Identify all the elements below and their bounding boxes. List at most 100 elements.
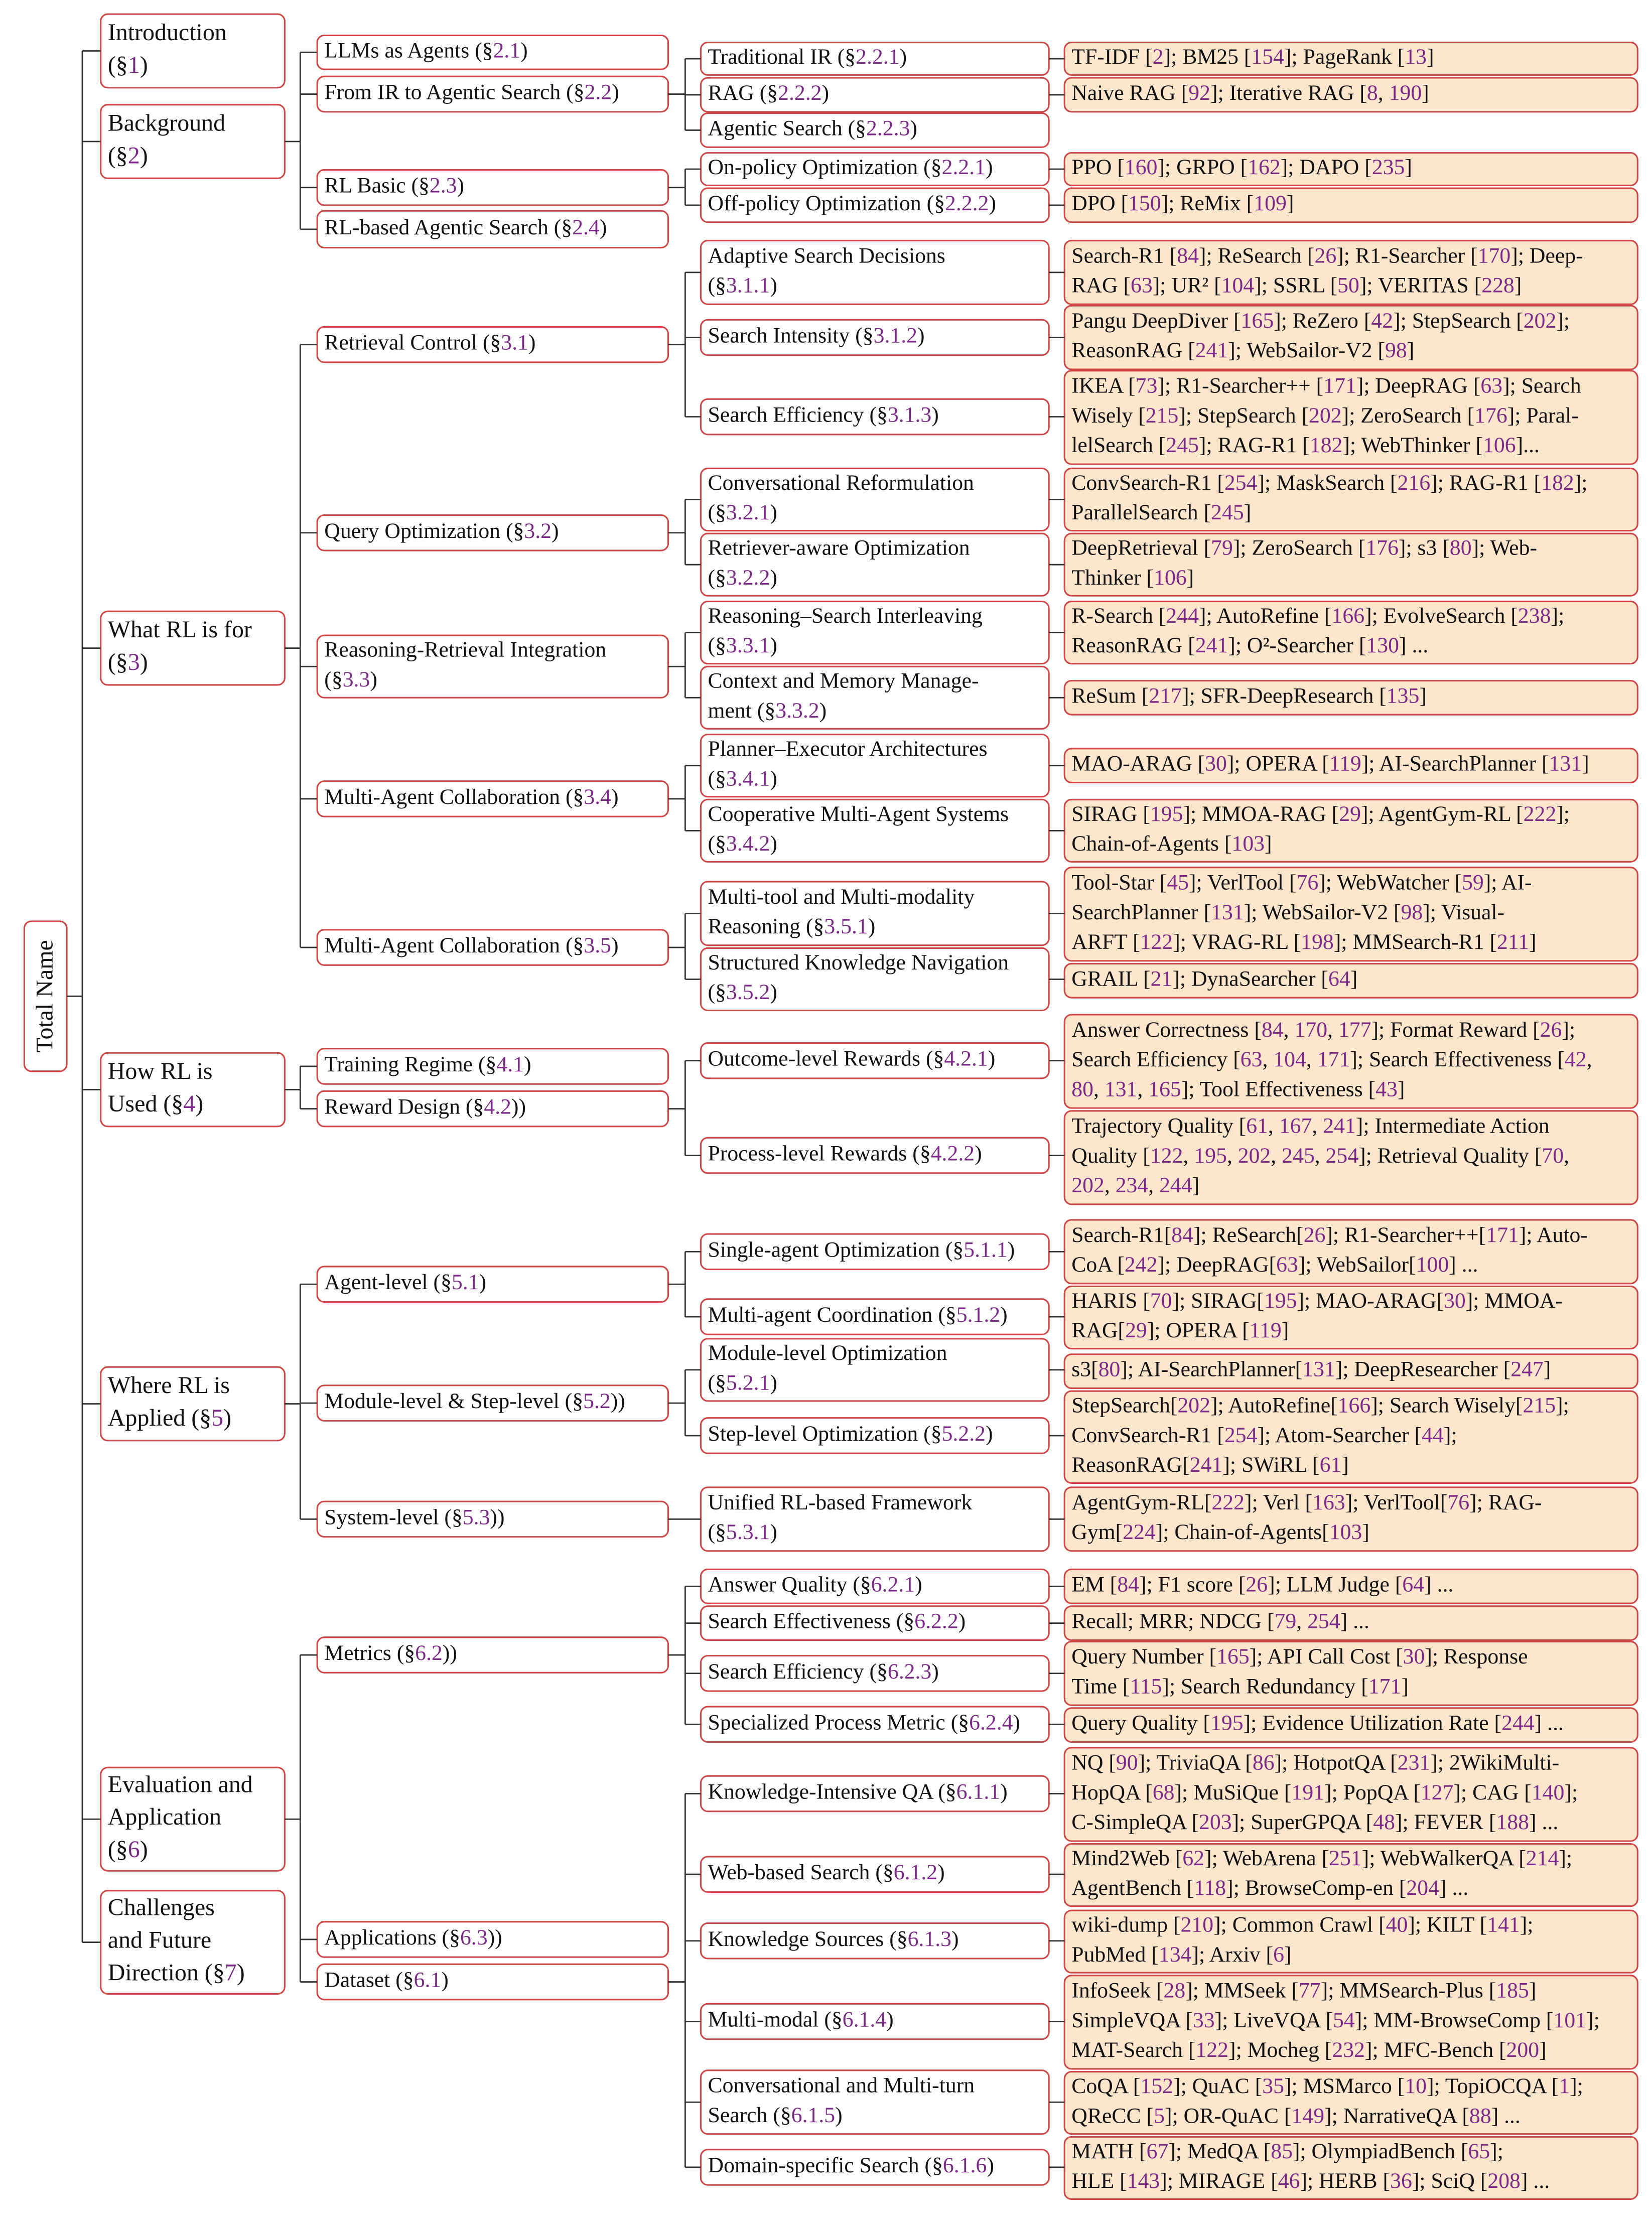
topic-text: Unified RL-based Framework	[708, 1490, 973, 1514]
topic-text: Search Effectiveness (§6.2.2)	[708, 1609, 966, 1633]
topic-text: (§3.5.2)	[708, 980, 777, 1004]
section-text: Introduction	[108, 19, 227, 46]
references-text: TF-IDF [2]; BM25 [154]; PageRank [13]	[1071, 45, 1434, 69]
section-text: (§3)	[108, 649, 148, 675]
references-box	[1063, 962, 1638, 999]
references-text: Time [115]; Search Redundancy [171]	[1071, 1674, 1409, 1698]
subsection-text: Query Optimization (§3.2)	[324, 519, 559, 543]
topic-text: Answer Quality (§6.2.1)	[708, 1572, 922, 1596]
references-text: 202, 234, 244]	[1071, 1173, 1199, 1197]
references-text: CoQA [152]; QuAC [35]; MSMarco [10]; Top…	[1071, 2074, 1583, 2098]
references-text: Naive RAG [92]; Iterative RAG [8, 190]	[1071, 81, 1429, 105]
references-text: RAG[29]; OPERA [119]	[1071, 1318, 1289, 1342]
topic-text: On-policy Optimization (§2.2.1)	[708, 155, 993, 179]
subsection-text: Reasoning-Retrieval Integration	[324, 638, 606, 662]
references-text: Search-R1 [84]; ReSearch [26]; R1-Search…	[1071, 243, 1583, 267]
topic-text: Single-agent Optimization (§5.1.1)	[708, 1237, 1015, 1262]
topic-text: Cooperative Multi-Agent Systems	[708, 802, 1009, 826]
topic-text: Knowledge Sources (§6.1.3)	[708, 1927, 959, 1951]
topic-text: Conversational and Multi-turn	[708, 2073, 975, 2098]
references-text: Thinker [106]	[1071, 566, 1194, 590]
topic-text: Reasoning (§3.5.1)	[708, 914, 876, 938]
section-text: and Future	[108, 1927, 211, 1954]
section-text: Direction (§7)	[108, 1959, 245, 1986]
references-text: RAG [63]; UR² [104]; SSRL [50]; VERITAS …	[1071, 273, 1522, 298]
references-text: Trajectory Quality [61, 167, 241]; Inter…	[1071, 1114, 1550, 1138]
references-text: QReCC [5]; OR-QuAC [149]; NarrativeQA [8…	[1071, 2104, 1521, 2128]
topic-text: (§3.1.1)	[708, 273, 777, 298]
topic-text: Multi-tool and Multi-modality	[708, 885, 975, 909]
references-text: CoA [242]; DeepRAG[63]; WebSailor[100] .…	[1071, 1253, 1478, 1277]
topic-text: Planner–Executor Architectures	[708, 737, 988, 761]
section-text: (§1)	[108, 52, 148, 78]
references-text: Search-R1[84]; ReSearch[26]; R1-Searcher…	[1071, 1223, 1588, 1247]
references-text: ReasonRAG[241]; SWiRL [61]	[1071, 1453, 1349, 1477]
references-text: EM [84]; F1 score [26]; LLM Judge [64] .…	[1071, 1572, 1453, 1596]
subsection-text: LLMs as Agents (§2.1)	[324, 38, 527, 62]
references-text: ConvSearch-R1 [254]; Atom-Searcher [44];	[1071, 1423, 1457, 1447]
topic-text: Search (§6.1.5)	[708, 2103, 843, 2127]
topic-text: Domain-specific Search (§6.1.6)	[708, 2153, 994, 2177]
subsection-text: Metrics (§6.2))	[324, 1641, 457, 1665]
references-text: Query Number [165]; API Call Cost [30]; …	[1071, 1644, 1528, 1668]
topic-text: (§5.2.1)	[708, 1370, 777, 1395]
references-text: Mind2Web [62]; WebArena [251]; WebWalker…	[1071, 1846, 1572, 1870]
references-text: Tool-Star [45]; VerlTool [76]; WebWatche…	[1071, 871, 1532, 895]
references-text: Answer Correctness [84, 170, 177]; Forma…	[1071, 1018, 1575, 1042]
references-text: AgentGym-RL[222]; Verl [163]; VerlTool[7…	[1071, 1490, 1542, 1514]
topic-text: (§3.3.1)	[708, 633, 777, 657]
subsection-text: From IR to Agentic Search (§2.2)	[324, 80, 619, 104]
subsection-text: RL-based Agentic Search (§2.4)	[324, 215, 607, 239]
references-text: wiki-dump [210]; Common Crawl [40]; KILT…	[1071, 1913, 1533, 1937]
topic-text: Traditional IR (§2.2.1)	[708, 45, 907, 69]
section-text: Background	[108, 110, 225, 136]
topic-text: Search Intensity (§3.1.2)	[708, 324, 925, 348]
topic-text: Context and Memory Manage-	[708, 669, 979, 693]
references-text: ParallelSearch [245]	[1071, 500, 1251, 524]
references-text: ReasonRAG [241]; O²-Searcher [130] ...	[1071, 633, 1428, 657]
topic-text: Structured Knowledge Navigation	[708, 950, 1009, 975]
references-text: MATH [67]; MedQA [85]; OlympiadBench [65…	[1071, 2139, 1503, 2163]
subsection-text: (§3.3)	[324, 667, 377, 691]
section-text: Application	[108, 1803, 221, 1830]
section-text: Applied (§5)	[108, 1405, 231, 1431]
topic-text: Search Efficiency (§3.1.3)	[708, 403, 939, 427]
references-text: R-Search [244]; AutoRefine [166]; Evolve…	[1071, 604, 1564, 628]
topic-text: (§3.4.1)	[708, 766, 777, 790]
references-text: DPO [150]; ReMix [109]	[1071, 191, 1294, 215]
references-text: SearchPlanner [131]; WebSailor-V2 [98]; …	[1071, 900, 1504, 924]
references-text: Chain-of-Agents [103]	[1071, 831, 1272, 856]
section-text: How RL is	[108, 1058, 213, 1084]
topic-text: Web-based Search (§6.1.2)	[708, 1860, 945, 1884]
references-text: 80, 131, 165]; Tool Effectiveness [43]	[1071, 1077, 1405, 1101]
topic-text: (§3.4.2)	[708, 831, 777, 856]
subsection-text: Agent-level (§5.1)	[324, 1270, 486, 1294]
root-text: Total Name	[32, 940, 58, 1052]
references-text: AgentBench [118]; BrowseComp-en [204] ..…	[1071, 1876, 1468, 1900]
subsection-text: Multi-Agent Collaboration (§3.4)	[324, 785, 618, 809]
subsection-text: Training Regime (§4.1)	[324, 1052, 531, 1076]
references-text: ARFT [122]; VRAG-RL [198]; MMSearch-R1 […	[1071, 930, 1536, 954]
section-text: (§2)	[108, 142, 148, 169]
references-text: Query Quality [195]; Evidence Utilizatio…	[1071, 1711, 1564, 1735]
subsection-text: Dataset (§6.1)	[324, 1968, 449, 1992]
references-text: HopQA [68]; MuSiQue [191]; PopQA [127]; …	[1071, 1780, 1578, 1804]
topic-text: Agentic Search (§2.2.3)	[708, 116, 917, 140]
references-box	[1063, 1110, 1638, 1205]
references-text: Search Efficiency [63, 104, 171]; Search…	[1071, 1047, 1592, 1071]
topic-text: Multi-modal (§6.1.4)	[708, 2008, 894, 2032]
topic-text: (§3.2.2)	[708, 566, 777, 590]
section-text: (§6)	[108, 1836, 148, 1863]
topic-text: Knowledge-Intensive QA (§6.1.1)	[708, 1779, 1008, 1803]
subsection-text: Retrieval Control (§3.1)	[324, 331, 535, 355]
references-text: ReSum [217]; SFR-DeepResearch [135]	[1071, 683, 1427, 708]
references-text: HLE [143]; MIRAGE [46]; HERB [36]; SciQ …	[1071, 2169, 1550, 2193]
topic-text: Process-level Rewards (§4.2.2)	[708, 1142, 982, 1166]
topic-text: Retriever-aware Optimization	[708, 536, 970, 560]
topic-text: Adaptive Search Decisions	[708, 243, 945, 267]
references-text: Gym[224]; Chain-of-Agents[103]	[1071, 1520, 1369, 1544]
references-text: StepSearch[202]; AutoRefine[166]; Search…	[1071, 1394, 1569, 1418]
references-text: PPO [160]; GRPO [162]; DAPO [235]	[1071, 155, 1412, 179]
